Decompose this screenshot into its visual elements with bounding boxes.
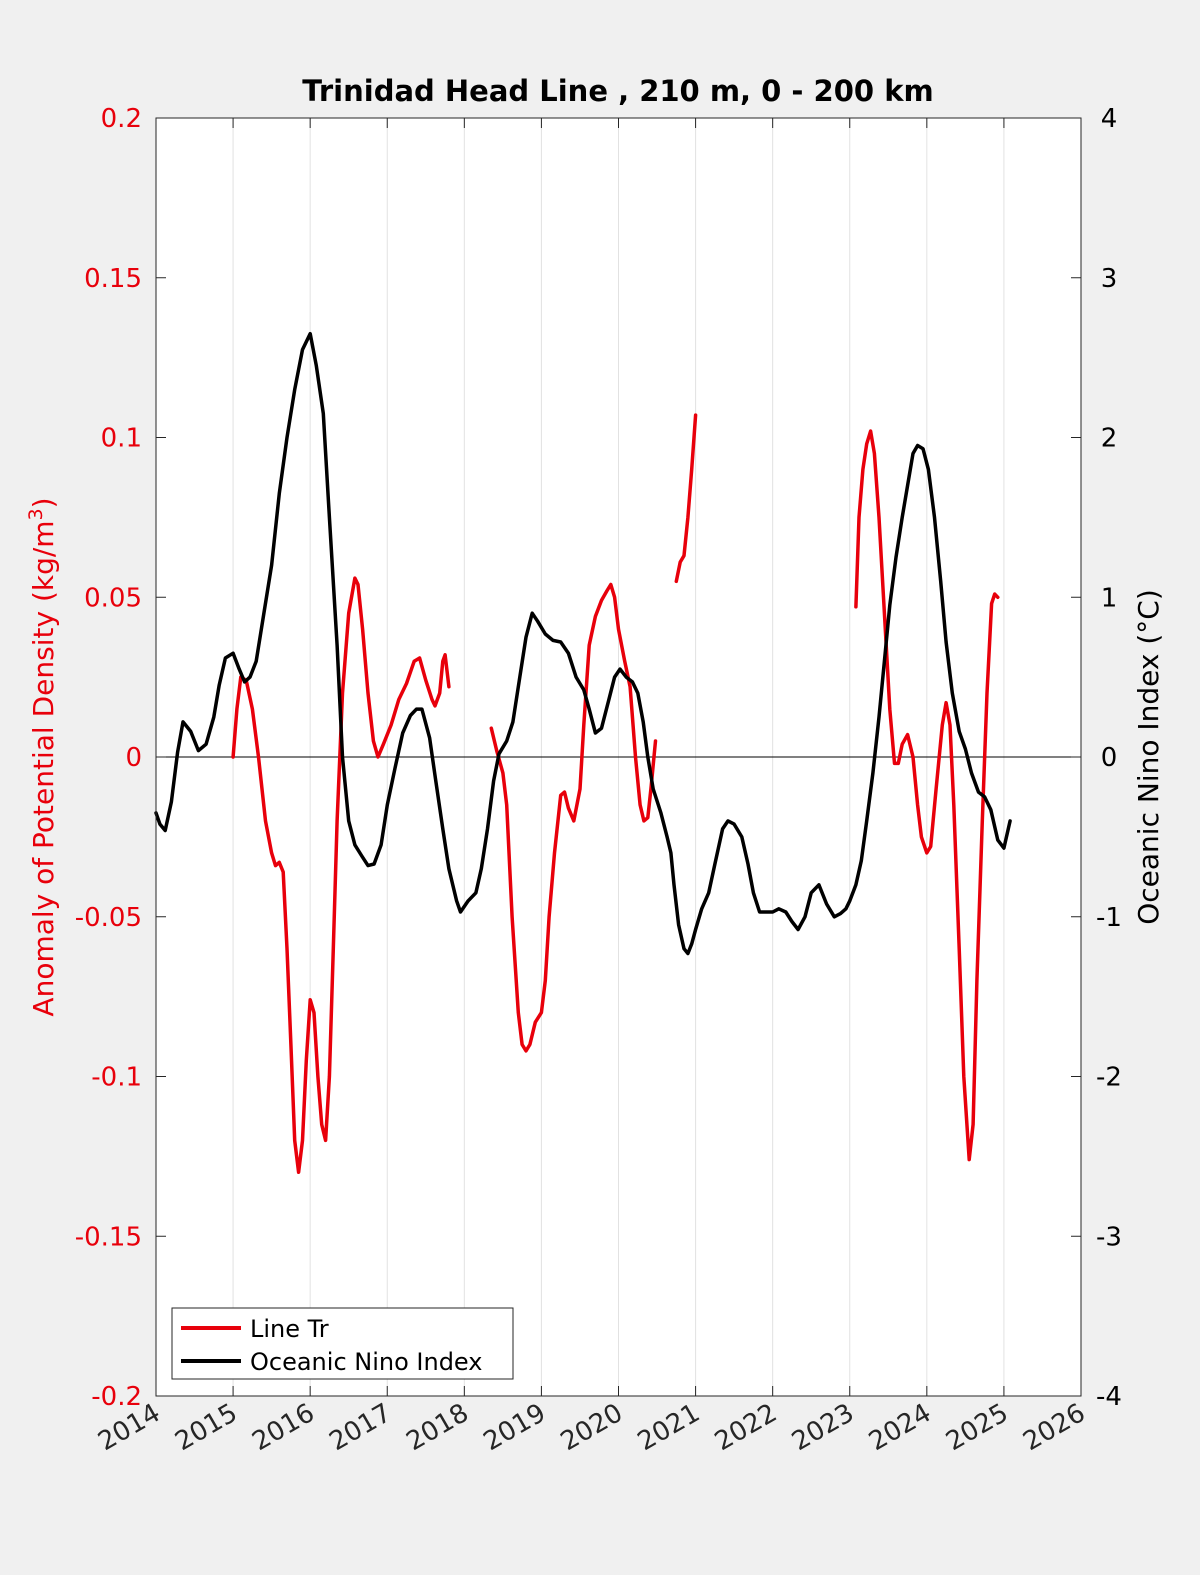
left-axis-label-superscript: 3 bbox=[25, 508, 47, 520]
legend-label-line-tr: Line Tr bbox=[250, 1315, 329, 1343]
x-tick-label: 2015 bbox=[170, 1398, 242, 1457]
right-tick-label: 1 bbox=[1101, 583, 1118, 613]
left-axis-label-close: ) bbox=[27, 497, 60, 508]
x-tick-label: 2018 bbox=[402, 1398, 474, 1457]
x-tick-label: 2021 bbox=[633, 1398, 705, 1457]
left-axis-label-text: Anomaly of Potential Density (kg/m bbox=[27, 520, 60, 1016]
x-tick-label: 2019 bbox=[479, 1398, 551, 1457]
left-tick-label: 0.15 bbox=[84, 264, 142, 294]
left-tick-label: -0.15 bbox=[75, 1222, 142, 1252]
left-axis-ticks: 0.2 0.15 0.1 0.05 0 -0.05 -0.1 -0.15 -0.2 bbox=[75, 104, 166, 1412]
right-axis-ticks: 4 3 2 1 0 -1 -2 -3 -4 bbox=[1071, 104, 1122, 1412]
chart-title: Trinidad Head Line , 210 m, 0 - 200 km bbox=[302, 74, 933, 108]
left-tick-label: 0.2 bbox=[101, 104, 142, 134]
line-tr-series-segment bbox=[854, 429, 1000, 1162]
line-tr-series-segment bbox=[674, 413, 698, 584]
right-tick-label: 2 bbox=[1101, 424, 1118, 454]
right-axis-label: Oceanic Nino Index (°C) bbox=[1132, 589, 1165, 925]
x-tick-label: 2023 bbox=[787, 1398, 859, 1457]
right-tick-label: -2 bbox=[1096, 1063, 1122, 1093]
right-tick-label: -4 bbox=[1096, 1382, 1122, 1412]
series-layer bbox=[154, 331, 1012, 1175]
x-tick-label: 2025 bbox=[941, 1398, 1013, 1457]
left-tick-label: -0.1 bbox=[91, 1063, 142, 1093]
right-tick-label: 0 bbox=[1101, 743, 1118, 773]
oni-series-line bbox=[154, 331, 1012, 956]
legend-label-oni: Oceanic Nino Index bbox=[250, 1348, 482, 1376]
left-tick-label: -0.05 bbox=[75, 903, 142, 933]
right-tick-label: -1 bbox=[1096, 903, 1122, 933]
line-tr-series-segment bbox=[489, 582, 658, 1053]
x-tick-label: 2020 bbox=[556, 1398, 628, 1457]
right-tick-label: 3 bbox=[1101, 264, 1118, 294]
x-tick-label: 2024 bbox=[864, 1398, 936, 1457]
x-tick-label: 2026 bbox=[1018, 1398, 1090, 1457]
left-axis-label: Anomaly of Potential Density (kg/m3) bbox=[25, 497, 60, 1016]
x-tick-label: 2022 bbox=[710, 1398, 782, 1457]
x-tick-label: 2017 bbox=[324, 1398, 396, 1457]
x-tick-label: 2016 bbox=[247, 1398, 319, 1457]
left-tick-label: 0.1 bbox=[101, 424, 142, 454]
line-tr-series-segment bbox=[231, 576, 451, 1175]
left-tick-label: -0.2 bbox=[91, 1382, 142, 1412]
legend: Line Tr Oceanic Nino Index bbox=[171, 1307, 514, 1380]
right-tick-label: 4 bbox=[1101, 104, 1118, 134]
legend-box bbox=[171, 1307, 514, 1380]
left-tick-label: 0 bbox=[125, 743, 142, 773]
right-tick-label: -3 bbox=[1096, 1222, 1122, 1252]
left-tick-label: 0.05 bbox=[84, 583, 142, 613]
